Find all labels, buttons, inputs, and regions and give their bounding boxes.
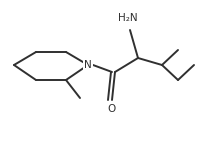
Text: H₂N: H₂N <box>118 13 137 23</box>
Text: O: O <box>107 104 116 114</box>
Text: N: N <box>84 60 91 70</box>
